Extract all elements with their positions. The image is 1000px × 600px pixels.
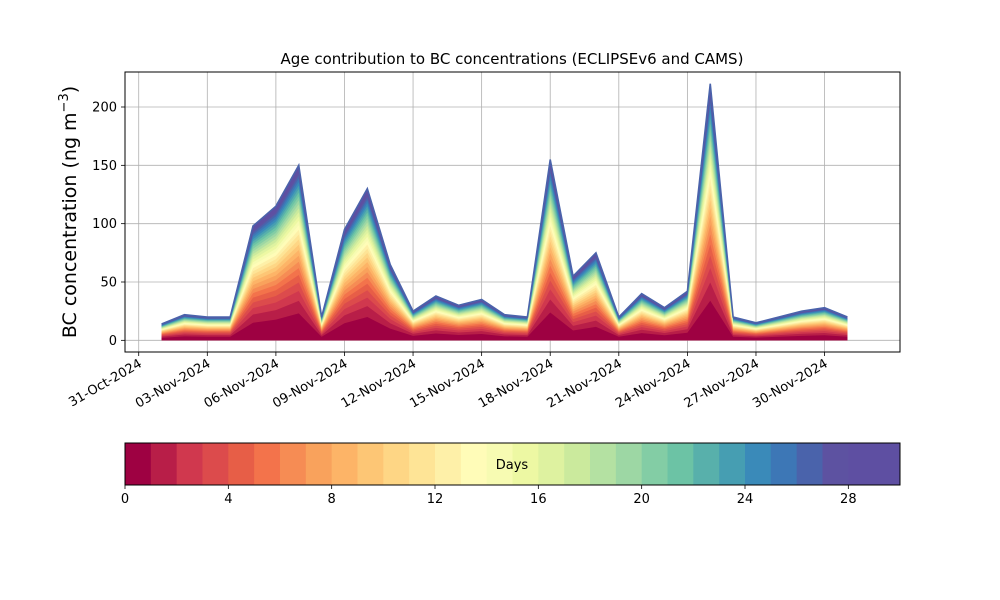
- plot-frame: [124, 71, 901, 353]
- colorbar-label: Days: [496, 458, 529, 473]
- x-tick-label: 21-Nov-2024: [545, 356, 625, 411]
- colorbar-bin: [254, 443, 281, 485]
- x-tick-label: 27-Nov-2024: [682, 356, 762, 411]
- age-band-3-area: [161, 255, 848, 341]
- colorbar-bin: [719, 443, 746, 485]
- colorbar-tick-label: 20: [633, 492, 650, 507]
- y-axis: 0 50 100 150 200: [92, 101, 125, 349]
- colorbar-frame: [124, 442, 901, 486]
- colorbar-tick-label: 12: [427, 492, 444, 507]
- colorbar-bin: [796, 443, 823, 485]
- x-tick-label: 24-Nov-2024: [613, 356, 693, 411]
- colorbar-bin: [435, 443, 462, 485]
- y-tick-label: 100: [92, 217, 117, 232]
- x-tick-label: 12-Nov-2024: [339, 356, 419, 411]
- plot-area: [124, 71, 901, 353]
- age-band-6-area: [161, 225, 848, 341]
- colorbar-tick-label: 24: [737, 492, 754, 507]
- y-axis-label-close: ): [59, 86, 81, 93]
- age-bands: [161, 83, 848, 341]
- colorbar-bin: [693, 443, 720, 485]
- x-tick-label: 31-Oct-2024: [66, 356, 144, 410]
- colorbar-bin: [486, 443, 513, 485]
- y-axis-label: BC concentration (ng m−3): [57, 86, 81, 338]
- age-band-0-area: [161, 300, 848, 341]
- colorbar-bin: [770, 443, 798, 485]
- colorbar-bin: [176, 443, 203, 485]
- colorbar-bin: [512, 443, 539, 485]
- total-concentration-line: [161, 83, 848, 325]
- x-tick-label: 03-Nov-2024: [133, 356, 213, 411]
- y-tick-label: 50: [100, 276, 117, 291]
- colorbar-bin: [667, 443, 694, 485]
- x-tick-label: 30-Nov-2024: [750, 356, 830, 411]
- age-band-2-area: [161, 267, 848, 341]
- colorbar-bin: [331, 443, 358, 485]
- colorbar-bin: [822, 443, 849, 485]
- colorbar-bin: [228, 443, 255, 485]
- x-tick-label: 15-Nov-2024: [407, 356, 487, 411]
- x-axis: 31-Oct-202403-Nov-202406-Nov-202409-Nov-…: [66, 352, 831, 411]
- colorbar-bin: [641, 443, 668, 485]
- age-band-11-area: [161, 185, 848, 341]
- x-tick-label: 09-Nov-2024: [270, 356, 350, 411]
- colorbar-bin: [409, 443, 436, 485]
- colorbar-bin: [538, 443, 565, 485]
- y-tick-label: 150: [92, 159, 117, 174]
- y-axis-label-exponent: −3: [57, 93, 72, 112]
- age-band-1-area: [161, 282, 848, 341]
- colorbar-tick-label: 8: [328, 492, 336, 507]
- colorbar: Days 0 4 8 12 16 20 24 28: [121, 442, 901, 507]
- colorbar-bin: [202, 443, 229, 485]
- age-band-4-area: [161, 244, 848, 341]
- colorbar-bin: [848, 443, 875, 485]
- chart-title: Age contribution to BC concentrations (E…: [281, 50, 744, 68]
- total-outline: [161, 83, 848, 325]
- y-tick-label: 0: [109, 334, 117, 349]
- colorbar-bin: [125, 443, 152, 485]
- colorbar-tick-label: 28: [840, 492, 857, 507]
- colorbar-bin: [745, 443, 772, 485]
- colorbar-bin: [874, 443, 901, 485]
- colorbar-bins: [125, 443, 901, 485]
- colorbar-tick-label: 0: [121, 492, 129, 507]
- age-band-8-area: [161, 207, 848, 341]
- colorbar-bin: [150, 443, 178, 485]
- age-band-5-area: [161, 234, 848, 341]
- age-band-7-area: [161, 216, 848, 341]
- colorbar-bin: [357, 443, 384, 485]
- colorbar-tick-label: 4: [224, 492, 232, 507]
- age-band-9-area: [161, 200, 848, 341]
- colorbar-bin: [590, 443, 617, 485]
- colorbar-ticks: 0 4 8 12 16 20 24 28: [121, 485, 857, 507]
- y-axis-label-main: BC concentration (ng m: [59, 112, 81, 338]
- x-tick-label: 18-Nov-2024: [476, 356, 556, 411]
- colorbar-bin: [564, 443, 591, 485]
- y-tick-label: 200: [92, 101, 117, 116]
- colorbar-bin: [383, 443, 410, 485]
- colorbar-tick-label: 16: [530, 492, 547, 507]
- colorbar-bin: [280, 443, 307, 485]
- colorbar-bin: [460, 443, 488, 485]
- x-tick-label: 06-Nov-2024: [202, 356, 282, 411]
- colorbar-bin: [305, 443, 333, 485]
- age-band-10-area: [161, 192, 848, 341]
- colorbar-bin: [615, 443, 643, 485]
